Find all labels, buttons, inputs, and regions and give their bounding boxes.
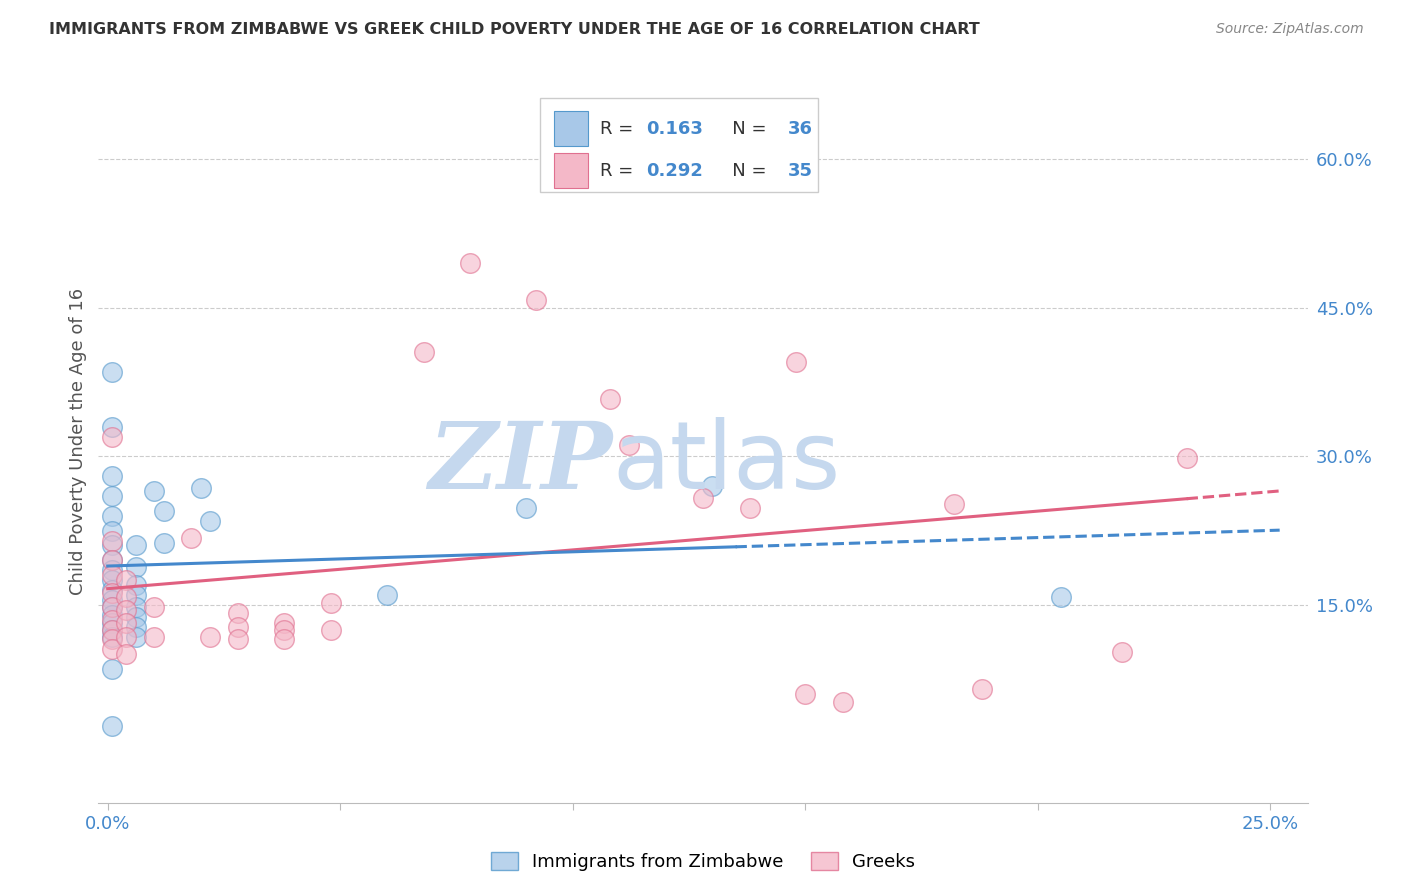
Point <box>124 539 146 553</box>
Point <box>101 568 124 582</box>
Point <box>101 586 124 600</box>
Point <box>101 524 124 538</box>
Point <box>101 533 124 548</box>
Point <box>101 599 124 614</box>
Point <box>101 489 124 503</box>
Text: 0.163: 0.163 <box>647 120 703 137</box>
Point <box>152 536 174 550</box>
Point <box>101 662 124 676</box>
Point <box>180 531 202 545</box>
Text: ZIP: ZIP <box>427 418 613 508</box>
Point <box>124 619 146 633</box>
Text: 0.292: 0.292 <box>647 161 703 179</box>
Point <box>101 469 124 483</box>
Point <box>143 483 166 498</box>
Text: 35: 35 <box>787 161 813 179</box>
Point <box>143 630 166 644</box>
Point <box>101 632 124 647</box>
Point <box>101 630 124 644</box>
Text: Source: ZipAtlas.com: Source: ZipAtlas.com <box>1216 22 1364 37</box>
Point <box>101 365 124 379</box>
Point <box>738 500 761 515</box>
Text: R =: R = <box>600 161 640 179</box>
Point <box>101 563 124 577</box>
Point <box>319 596 342 610</box>
Point <box>273 615 295 630</box>
Point <box>115 573 138 587</box>
Legend: Immigrants from Zimbabwe, Greeks: Immigrants from Zimbabwe, Greeks <box>484 846 922 879</box>
Point <box>970 681 993 696</box>
Text: atlas: atlas <box>613 417 841 509</box>
Point <box>226 632 249 647</box>
Point <box>273 623 295 637</box>
Text: N =: N = <box>716 120 772 137</box>
Point <box>101 553 124 567</box>
Point <box>190 481 212 495</box>
Point <box>515 500 537 515</box>
Point <box>101 429 124 443</box>
Point <box>101 623 124 637</box>
Point <box>101 573 124 587</box>
Point <box>1111 645 1133 659</box>
Point <box>101 419 124 434</box>
Point <box>226 606 249 620</box>
Point <box>101 599 124 614</box>
Point <box>1050 590 1073 604</box>
Point <box>198 630 221 644</box>
Point <box>524 293 547 307</box>
Point <box>198 514 221 528</box>
Text: IMMIGRANTS FROM ZIMBABWE VS GREEK CHILD POVERTY UNDER THE AGE OF 16 CORRELATION : IMMIGRANTS FROM ZIMBABWE VS GREEK CHILD … <box>49 22 980 37</box>
Point <box>831 695 853 709</box>
Point <box>617 437 640 451</box>
Point <box>226 619 249 633</box>
Point <box>115 590 138 604</box>
Point <box>115 615 138 630</box>
Text: N =: N = <box>716 161 772 179</box>
Point <box>115 648 138 662</box>
Point <box>943 497 966 511</box>
Point <box>101 582 124 597</box>
Point <box>124 630 146 644</box>
Point <box>115 603 138 617</box>
Text: R =: R = <box>600 120 640 137</box>
Point <box>124 578 146 592</box>
Point <box>101 553 124 567</box>
Point <box>460 256 482 270</box>
Bar <box>554 153 588 188</box>
Point <box>375 588 398 602</box>
Point <box>124 560 146 574</box>
Point <box>692 491 714 505</box>
Point <box>124 609 146 624</box>
Point <box>152 504 174 518</box>
Point <box>124 599 146 614</box>
Point <box>115 630 138 644</box>
Point <box>273 632 295 647</box>
Bar <box>554 112 588 146</box>
Point <box>1175 451 1198 466</box>
Point <box>599 392 621 406</box>
Point <box>101 593 124 607</box>
Point <box>124 588 146 602</box>
Point <box>101 508 124 523</box>
Point <box>101 615 124 630</box>
Point <box>319 623 342 637</box>
Point <box>101 642 124 657</box>
Point <box>413 345 436 359</box>
Point <box>101 623 124 637</box>
Point <box>143 599 166 614</box>
Text: 36: 36 <box>787 120 813 137</box>
Point <box>101 718 124 732</box>
Point <box>785 355 807 369</box>
Point <box>101 539 124 553</box>
Point <box>794 687 817 701</box>
Point <box>101 607 124 622</box>
FancyBboxPatch shape <box>540 98 818 193</box>
Point <box>101 613 124 627</box>
Y-axis label: Child Poverty Under the Age of 16: Child Poverty Under the Age of 16 <box>69 288 87 595</box>
Point <box>702 479 724 493</box>
